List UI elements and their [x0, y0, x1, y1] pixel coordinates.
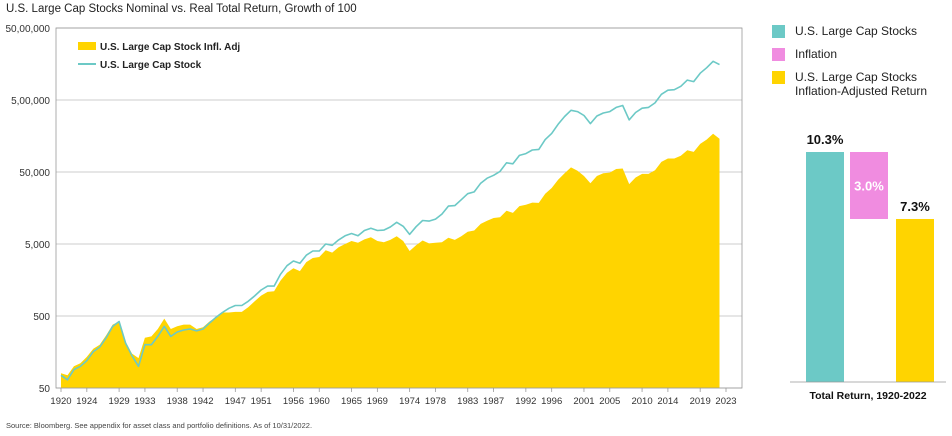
bar-value-label: 3.0% [854, 178, 884, 193]
source-footnote: Source: Bloomberg. See appendix for asse… [6, 421, 313, 430]
x-tick-label: 1938 [167, 396, 188, 407]
legend-label: U.S. Large Cap Stocks Inflation-Adjusted… [795, 70, 928, 98]
x-tick-label: 1960 [309, 396, 330, 407]
y-tick-label: 500 [33, 312, 50, 323]
bar-axis-label: Total Return, 1920-2022 [809, 390, 926, 402]
axes [55, 27, 743, 392]
nominal-line-layer [60, 60, 720, 381]
y-tick-label: 50,000 [19, 168, 50, 179]
x-tick-label: 1996 [541, 396, 562, 407]
y-tick-label: 5,00,000 [11, 96, 50, 107]
x-tick-label: 1983 [457, 396, 478, 407]
x-tick-label: 2023 [715, 396, 736, 407]
y-tick-label: 5,000 [25, 240, 50, 251]
x-tick-label: 1969 [367, 396, 388, 407]
legend-item-inflation-adjusted: U.S. Large Cap Stocks Inflation-Adjusted… [772, 70, 947, 98]
legend-item-inflation: Inflation [772, 47, 947, 61]
x-tick-label: 2019 [690, 396, 711, 407]
x-tick-label: 1956 [283, 396, 304, 407]
total-return-bar-chart: 10.3% 3.0% 7.3% Total Return, 1920-2022 [790, 132, 946, 402]
legend-swatch-area [78, 42, 96, 50]
legend-label: Inflation [795, 47, 838, 61]
x-tick-label: 1924 [76, 396, 97, 407]
bar-value-label: 7.3% [900, 199, 930, 214]
x-tick-label: 1929 [109, 396, 130, 407]
bar-1 [850, 152, 888, 219]
chart-legend: U.S. Large Cap Stock Infl. Adj U.S. Large… [78, 42, 240, 71]
bar-2 [896, 218, 934, 382]
x-tick-label: 2001 [573, 396, 594, 407]
x-tick-label: 2005 [599, 396, 620, 407]
x-tick-label: 1978 [425, 396, 446, 407]
y-tick-label: 50 [39, 384, 51, 395]
y-tick-labels: 50 500 5,000 50,000 5,00,000 50,00,000 [6, 24, 51, 395]
legend-label: U.S. Large Cap Stocks [795, 24, 918, 38]
bar-0 [806, 152, 844, 382]
x-tick-label: 1951 [251, 396, 272, 407]
legend-swatch-yellow [772, 71, 785, 84]
chart-title: U.S. Large Cap Stocks Nominal vs. Real T… [6, 3, 357, 15]
x-tick-labels: 1920 1924 1929 1933 1938 1942 1947 1951 1956 1960… [50, 396, 736, 407]
legend-label-nominal: U.S. Large Cap Stock [100, 60, 202, 71]
x-tick-label: 1920 [50, 396, 71, 407]
x-tick-label: 2010 [631, 396, 652, 407]
x-tick-label: 1942 [192, 396, 213, 407]
x-tick-label: 1965 [341, 396, 362, 407]
legend-swatch-teal [772, 25, 785, 38]
real-return-area-layer [61, 133, 720, 388]
x-tick-label: 1987 [483, 396, 504, 407]
legend-item-large-cap: U.S. Large Cap Stocks [772, 24, 947, 38]
legend-label-real: U.S. Large Cap Stock Infl. Adj [100, 42, 240, 53]
x-tick-label: 1933 [134, 396, 155, 407]
real-return-area [61, 133, 720, 388]
x-tick-label: 2014 [657, 396, 678, 407]
x-tick-label: 1947 [225, 396, 246, 407]
y-tick-label: 50,00,000 [6, 24, 51, 35]
legend-swatch-pink [772, 48, 785, 61]
plot-frame [55, 27, 743, 389]
x-tick-label: 1992 [515, 396, 536, 407]
bar-legend: U.S. Large Cap Stocks Inflation U.S. Lar… [772, 24, 947, 107]
bar-value-label: 10.3% [807, 132, 844, 147]
x-tick-label: 1974 [399, 396, 420, 407]
nominal-return-line [60, 60, 720, 381]
